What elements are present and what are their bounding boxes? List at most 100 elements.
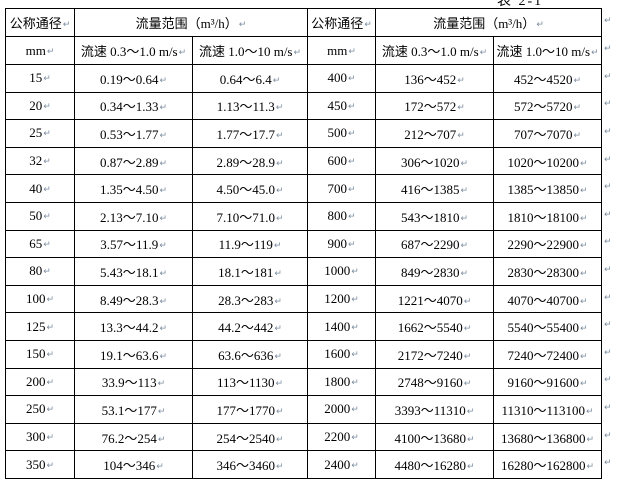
table-cell: 900↵	[307, 229, 377, 259]
row-end-mark-slot: ↵	[604, 423, 618, 451]
cell-value: 707～7070	[513, 126, 573, 142]
cell-value: 1662～5540	[397, 320, 463, 336]
cell-value: 4100～13680	[394, 430, 466, 446]
line-break-mark: ↵	[580, 186, 588, 197]
table-cell: 7.10～71.0↵	[191, 201, 309, 231]
line-break-mark: ↵	[460, 158, 469, 169]
table-body: 15↵ 0.19～0.64↵ 0.64～6.4↵ 400↵ 136～452↵ 452～45…	[5, 64, 603, 479]
cell-value: 0.87～2.89	[99, 154, 159, 170]
line-break-mark: ↵	[580, 351, 588, 362]
table-cell: 136～452↵	[375, 64, 495, 93]
line-break-mark: ↵	[580, 379, 588, 390]
row-end-mark-slot: ↵	[604, 340, 618, 368]
table-cell: 11.9～119↵	[191, 229, 309, 259]
cell-value: 254～2540	[216, 430, 275, 446]
cell-value: 4480～16280	[394, 458, 466, 474]
line-break-mark: ↵	[463, 324, 472, 335]
line-break-mark: ↵	[159, 130, 168, 141]
line-break-mark: ↵	[275, 103, 284, 114]
cell-value: 8.49～28.3	[99, 292, 159, 308]
cell-value: 2830～28300	[507, 264, 579, 280]
table-cell: 2000↵	[307, 395, 377, 424]
table-cell: 2.13～7.10↵	[74, 201, 193, 231]
line-break-mark: ↵	[463, 351, 472, 362]
table-cell: 28.3～283↵	[191, 284, 309, 314]
table-row: 100↵ 8.49～28.3↵ 28.3～283↵ 1200↵ 1221～4070↵ 40…	[5, 284, 603, 314]
cell-value: 416～1385	[400, 182, 460, 198]
cell-value: 63.6～636	[218, 347, 274, 363]
cell-value: 1385～13850	[507, 182, 579, 198]
line-break-mark: ↵	[46, 46, 55, 57]
cell-value: 44.2～442	[218, 320, 274, 336]
line-break-mark: ↵	[46, 433, 55, 444]
table-cell: 1.35～4.50↵	[74, 174, 193, 203]
table-row: 50↵ 2.13～7.10↵ 7.10～71.0↵ 800↵ 543～1810↵ 1810…	[5, 201, 603, 231]
table-cell: 1400↵	[307, 312, 377, 341]
table-cell: 3.57～11.9↵	[74, 229, 193, 259]
cell-value: 25	[29, 125, 43, 141]
cell-value: 1000	[324, 263, 351, 279]
cell-value: 150	[25, 346, 46, 362]
table-cell: 250↵	[5, 395, 75, 424]
row-end-mark-slot: ↵	[604, 257, 618, 285]
table-cell: 1662～5540↵	[375, 312, 495, 341]
line-break-mark: ↵	[159, 158, 168, 169]
line-break-mark: ↵	[457, 130, 465, 141]
table-cell: 2290～22900↵	[493, 229, 603, 259]
row-end-mark: ↵	[604, 16, 612, 26]
cell-value: 4.50～45.0	[216, 182, 275, 198]
table-cell: 16280～162800↵	[493, 450, 603, 479]
cell-value: 2748～9160	[397, 375, 463, 391]
table-row: 125↵ 13.3～44.2↵ 44.2～442↵ 1400↵ 1662～5540↵ 55…	[5, 312, 603, 341]
row-end-mark: ↵	[604, 320, 612, 331]
table-cell: 1221～4070↵	[375, 284, 495, 314]
row-end-mark-slot: ↵	[604, 230, 618, 258]
header-label: 流量范围（m³/h）	[135, 16, 238, 31]
cell-value: 2.89～28.9	[216, 154, 275, 170]
cell-value: 250	[25, 401, 46, 417]
header-label: 公称通径	[311, 16, 364, 31]
line-break-mark: ↵	[43, 239, 51, 250]
table-cell: 0.53～1.77↵	[74, 119, 193, 148]
cell-value: 800	[327, 208, 347, 224]
cell-value: 15	[29, 70, 43, 86]
line-break-mark: ↵	[347, 184, 356, 195]
line-break-mark: ↵	[586, 434, 595, 445]
cell-value: 5.43～18.1	[99, 264, 159, 280]
row-end-marks: ↵ ↵ ↵ ↵ ↵ ↵ ↵ ↵ ↵ ↵ ↵ ↵ ↵ ↵ ↵ ↵ ↵	[604, 8, 618, 478]
row-end-mark: ↵	[604, 71, 612, 82]
line-break-mark: ↵	[275, 462, 284, 473]
table-cell: 0.87～2.89↵	[74, 146, 193, 176]
header-label: 流速 0.3～1.0 m/s	[381, 44, 479, 59]
cell-value: 4070～40700	[507, 292, 579, 308]
line-break-mark: ↵	[159, 324, 168, 335]
table-cell: 18.1～181↵	[191, 257, 309, 286]
table-cell: 1385～13850↵	[493, 174, 603, 203]
line-break-mark: ↵	[159, 213, 168, 224]
line-break-mark: ↵	[586, 462, 595, 473]
cell-value: 65	[29, 235, 43, 251]
header-velocity-high-right: 流速 1.0～10 m/s↵	[493, 36, 603, 65]
row-end-mark: ↵	[604, 99, 612, 110]
line-break-mark: ↵	[43, 129, 51, 140]
cell-value: 1020～10200	[507, 154, 579, 170]
line-break-mark: ↵	[580, 268, 588, 279]
table-cell: 33.9～113↵	[74, 367, 193, 397]
table-cell: 346～3460↵	[191, 450, 309, 479]
table-cell: 1020～10200↵	[493, 146, 603, 176]
line-break-mark: ↵	[463, 296, 472, 307]
line-break-mark: ↵	[159, 186, 168, 197]
cell-value: 687～2290	[400, 237, 460, 253]
table-cell: 50↵	[5, 201, 75, 231]
line-break-mark: ↵	[580, 213, 588, 224]
cell-value: 346～3460	[216, 458, 275, 474]
table-row: 25↵ 0.53～1.77↵ 1.77～17.7↵ 500↵ 212～707↵ 707～7…	[5, 119, 603, 148]
header-label: 流速 1.0～10 m/s	[496, 44, 591, 59]
line-break-mark: ↵	[46, 460, 55, 471]
cell-value: 76.2～254	[101, 430, 157, 446]
cell-value: 1.13～11.3	[216, 99, 275, 115]
table-cell: 450↵	[307, 91, 377, 121]
line-break-mark: ↵	[46, 350, 55, 361]
line-break-mark: ↵	[273, 241, 282, 252]
header-row-2: mm↵ 流速 0.3～1.0 m/s↵ 流速 1.0～10 m/s↵ mm↵ 流…	[5, 36, 603, 65]
